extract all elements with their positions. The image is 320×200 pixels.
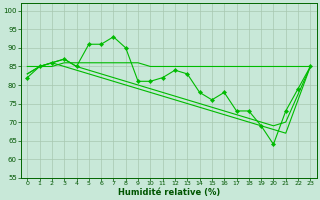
X-axis label: Humidité relative (%): Humidité relative (%) [118, 188, 220, 197]
